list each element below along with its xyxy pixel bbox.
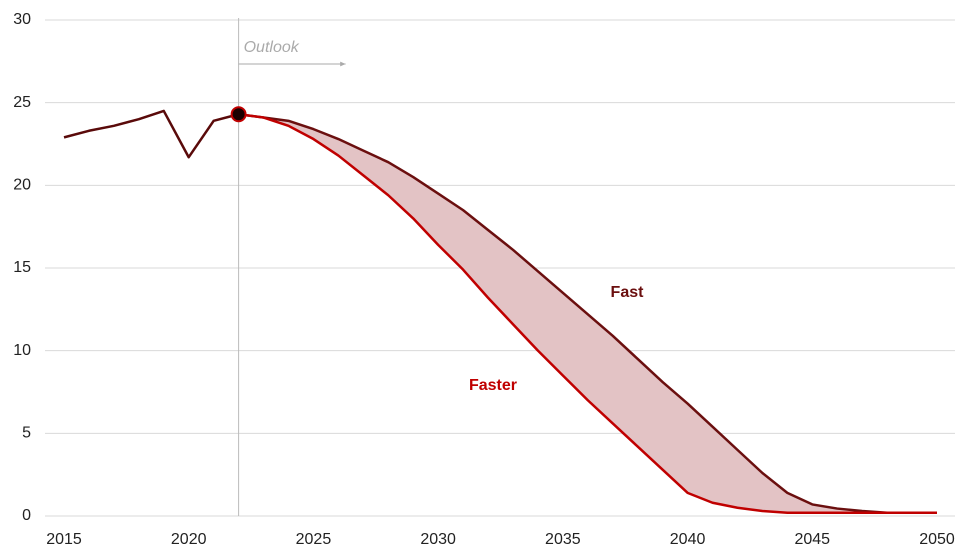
x-tick-label: 2050	[919, 531, 955, 548]
y-tick-label: 25	[13, 94, 31, 111]
x-tick-label: 2035	[545, 531, 581, 548]
series-line	[63, 109, 239, 159]
outlook-label: Outlook	[244, 39, 300, 56]
range-band	[238, 114, 938, 513]
y-tick-label: 15	[13, 259, 31, 276]
y-tick-label: 30	[13, 11, 31, 28]
outlook-start-point	[230, 106, 247, 123]
y-tick-label: 0	[22, 507, 31, 524]
x-tick-label: 2045	[794, 531, 830, 548]
series-label: Fast	[611, 284, 645, 301]
x-tick-label: 2030	[420, 531, 456, 548]
y-tick-label: 10	[13, 342, 31, 359]
y-tick-label: 5	[22, 425, 31, 442]
series-line	[238, 113, 937, 514]
series-label: Faster	[469, 377, 517, 394]
series-line	[238, 113, 937, 514]
y-tick-label: 20	[13, 177, 31, 194]
x-tick-label: 2040	[670, 531, 706, 548]
x-tick-label: 2025	[296, 531, 332, 548]
x-tick-label: 2015	[46, 531, 82, 548]
x-tick-label: 2020	[171, 531, 207, 548]
